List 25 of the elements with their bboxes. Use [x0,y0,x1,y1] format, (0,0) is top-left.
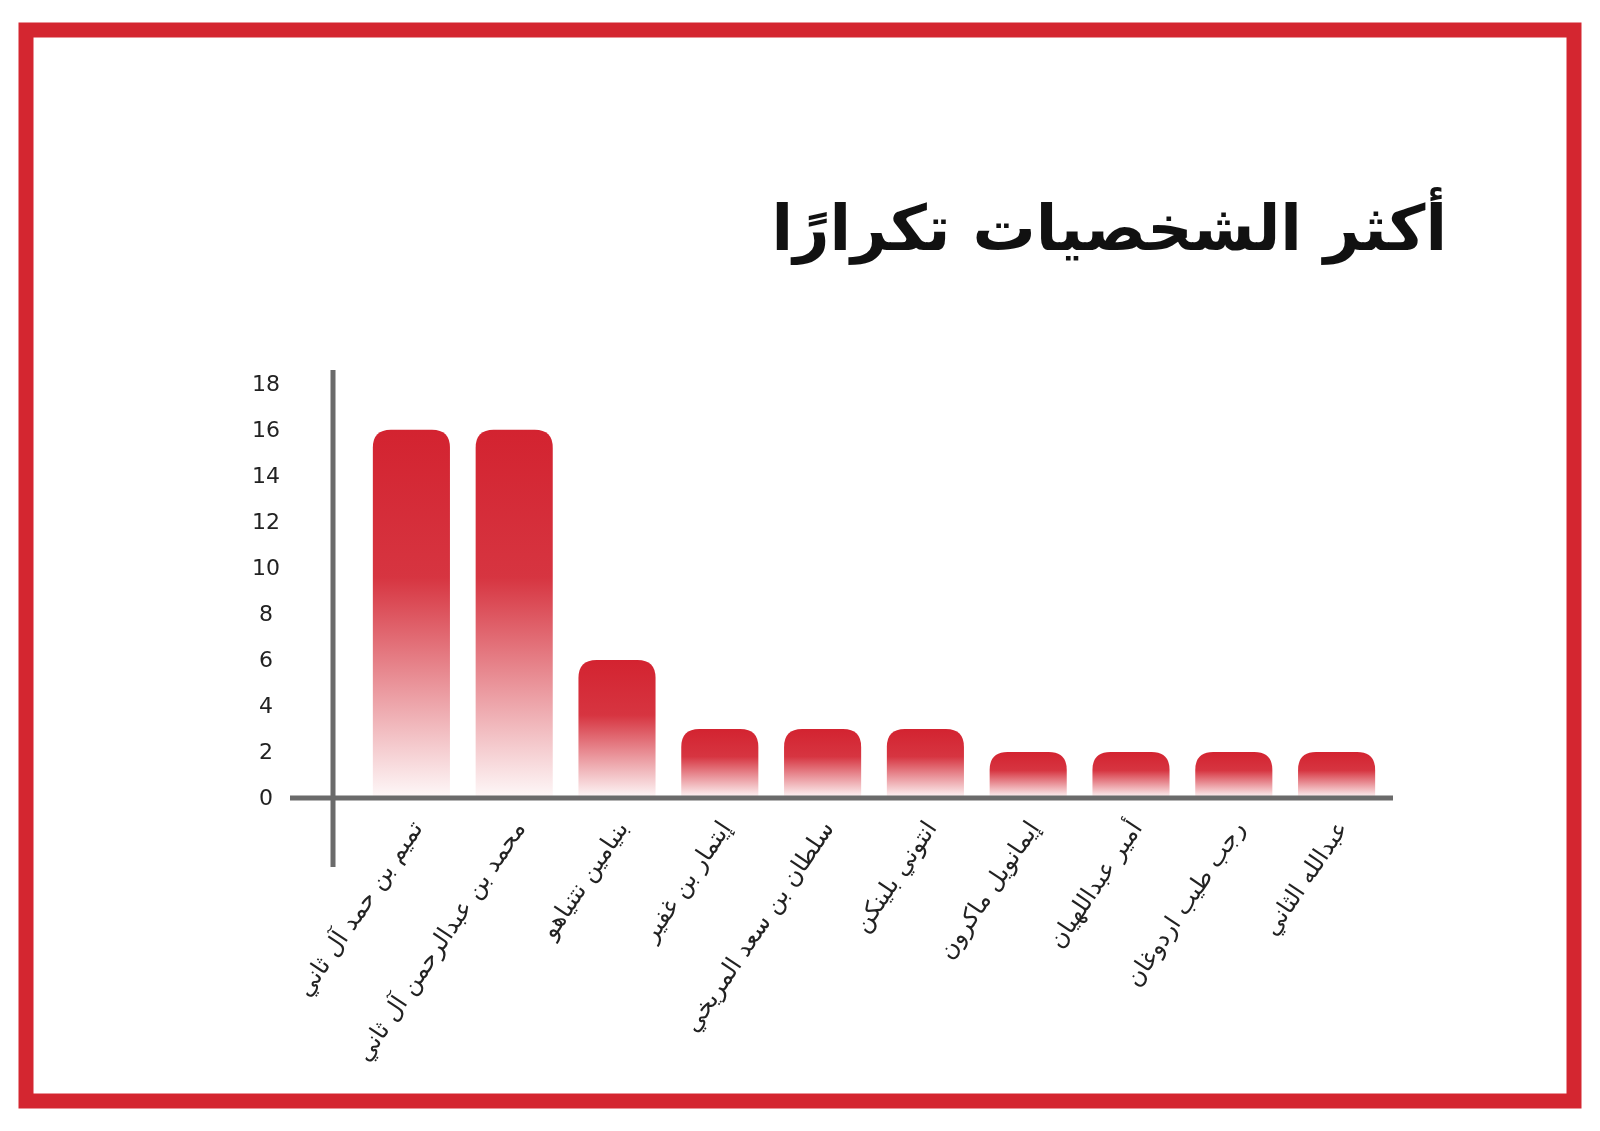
y-tick-label: 6 [259,647,273,673]
bar [989,751,1067,798]
y-tick-label: 4 [259,693,273,719]
y-tick-label: 10 [252,555,280,581]
bar [372,429,450,798]
bar [475,429,553,798]
bar [1092,751,1170,798]
x-tick-label: إيتمار بن غفير [635,815,738,948]
y-tick-label: 8 [259,601,273,627]
bar [886,728,964,798]
y-tick-label: 14 [252,463,280,489]
bar [784,728,862,798]
x-tick-label: بنيامين نتنياهو [534,815,634,945]
chart-title: أكثر الشخصيات تكرارًا [771,187,1447,265]
bar [578,659,656,798]
bar [1195,751,1273,798]
y-tick-label: 12 [252,509,280,535]
y-tick-label: 2 [259,739,273,765]
y-tick-label: 18 [252,371,280,397]
bar [681,728,759,798]
y-tick-label: 16 [252,417,280,443]
y-tick-label: 0 [259,785,273,811]
x-tick-label: انتوني بلينكن [847,815,943,938]
x-tick-label: عبدالله الثاني [1256,815,1354,941]
bar [1298,751,1376,798]
